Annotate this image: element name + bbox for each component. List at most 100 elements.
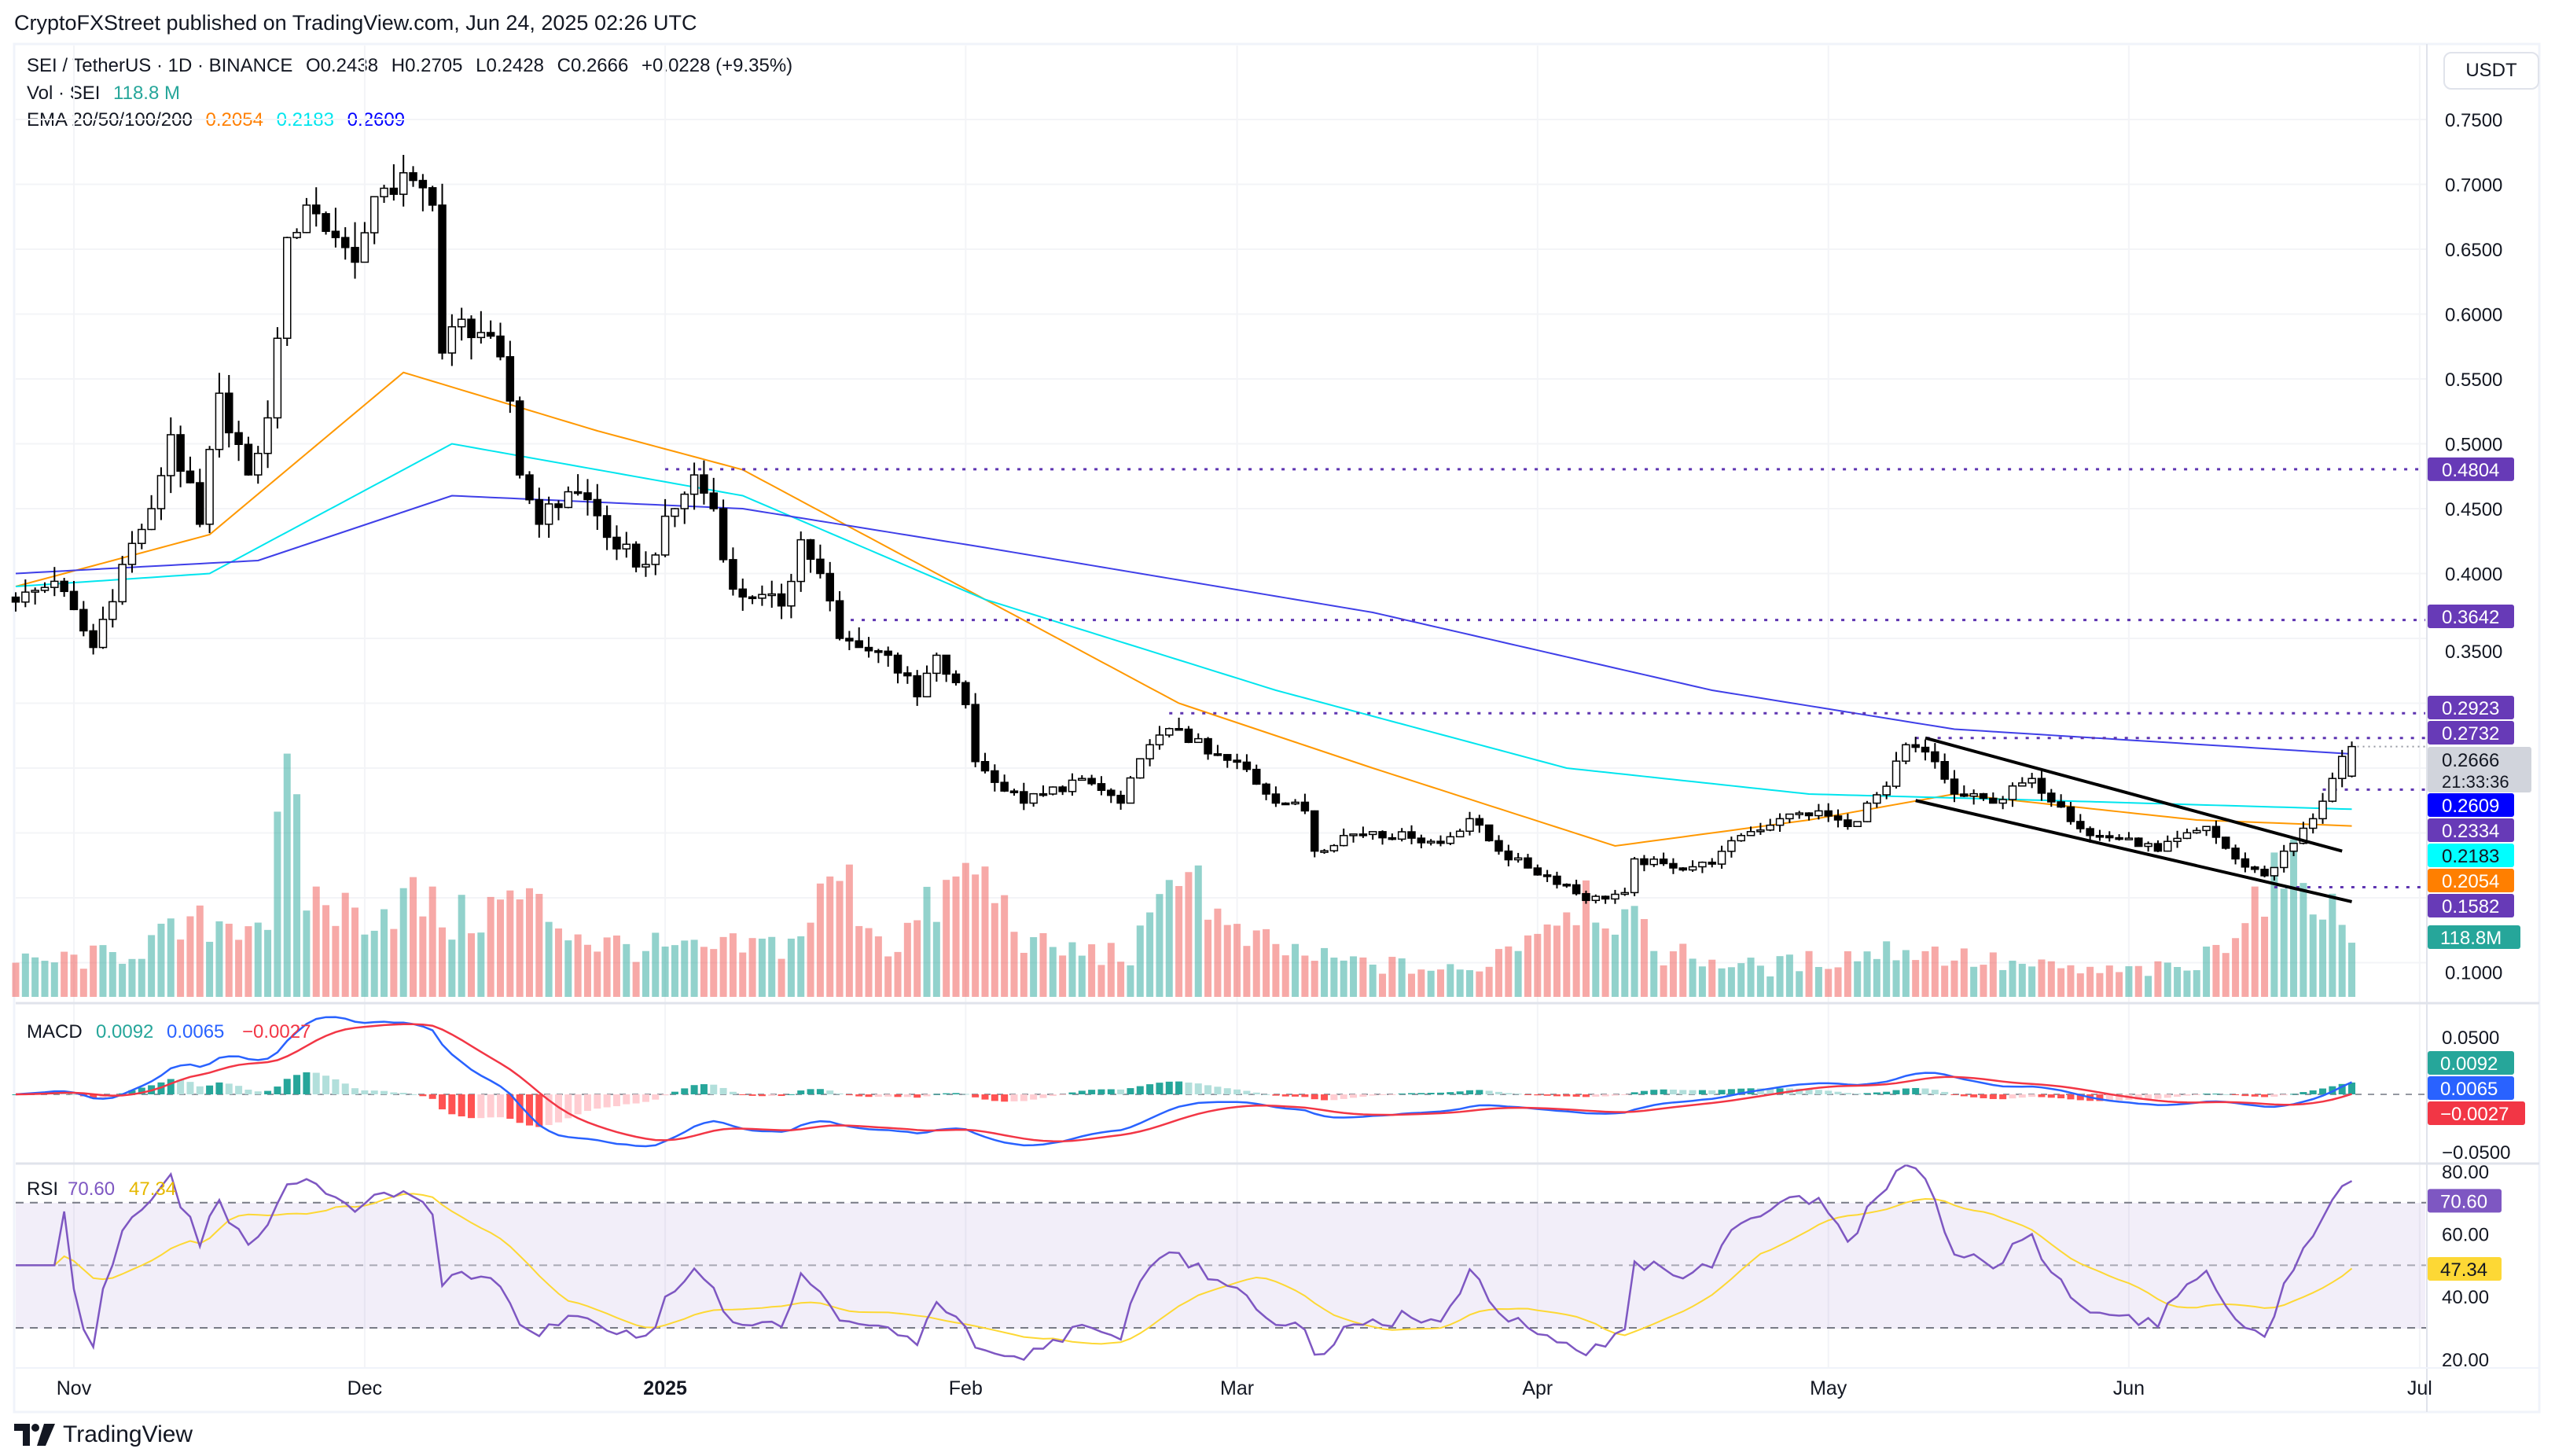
symbol-title[interactable]: SEI / TetherUS · 1D · BINANCE	[27, 55, 293, 76]
time-axis[interactable]: Nov Dec 2025 Feb Mar Apr May Jun Jul	[57, 1377, 2432, 1399]
macd-histogram-bar	[1233, 1089, 1241, 1094]
candle-up	[215, 392, 224, 450]
rsi-label[interactable]: RSI	[27, 1178, 58, 1200]
volume-bar	[303, 910, 311, 997]
candle-up	[1882, 785, 1891, 796]
candle-down	[11, 596, 20, 603]
candle-down	[2260, 869, 2269, 877]
candle-down	[1553, 875, 1561, 885]
candle-down	[2211, 825, 2221, 838]
price-label-bg	[2428, 696, 2514, 719]
price-axis[interactable]: 0.7500 0.7000 0.6500 0.6000 0.5500 0.5000 0.45…	[2428, 110, 2531, 1371]
descending-channel[interactable]	[1915, 736, 2352, 903]
candle-down	[1204, 737, 1212, 755]
candle-down	[1572, 884, 1581, 895]
volume-bar	[914, 920, 921, 997]
candle-up	[1145, 744, 1154, 759]
channel-trendline[interactable]	[1925, 736, 2343, 853]
macd-histogram-bar	[816, 1089, 824, 1094]
volume-bar	[787, 938, 795, 997]
macd-histogram-bar	[1281, 1094, 1289, 1097]
volume-bar	[652, 932, 660, 997]
candle-up	[796, 539, 805, 583]
candle-up	[282, 237, 292, 340]
volume-bar	[1223, 925, 1231, 997]
macd-histogram-bar	[2096, 1094, 2104, 1101]
macd-label-text: −0.0027	[2440, 1104, 2509, 1125]
currency-button[interactable]: USDT	[2443, 52, 2539, 90]
macd-histogram-bar	[1417, 1093, 1425, 1094]
candle-down	[1804, 812, 1814, 817]
price-label-text: 0.2732	[2442, 723, 2499, 745]
candle-up	[447, 325, 457, 354]
volume-bar	[2261, 917, 2269, 997]
candle-up	[1902, 744, 1910, 762]
candle-down	[709, 492, 719, 509]
candle-up	[1078, 778, 1086, 781]
volume-bar	[390, 928, 398, 997]
macd-histogram-bar	[1902, 1088, 1910, 1094]
macd-histogram-bar	[564, 1094, 572, 1119]
macd-histogram-bar	[1456, 1091, 1464, 1094]
volume-bar	[1572, 925, 1580, 997]
candle-down	[1358, 833, 1368, 836]
volume-bar	[661, 947, 669, 997]
candle-up	[1513, 857, 1523, 861]
grid	[16, 46, 2427, 1368]
candle-down	[1844, 819, 1852, 827]
volume-bar	[932, 921, 940, 997]
volume-bar	[293, 794, 301, 997]
macd-histogram-bar	[2057, 1094, 2065, 1099]
volume-legend: Vol · SEI 118.8 M	[27, 83, 188, 105]
macd-histogram-bar	[778, 1094, 785, 1097]
volume-bar	[874, 936, 882, 997]
price-tick-label: 0.4500	[2445, 499, 2502, 520]
candle-up	[922, 672, 932, 698]
volume-bar	[729, 933, 737, 997]
candle-down	[234, 432, 243, 445]
macd-histogram-bar	[583, 1094, 591, 1112]
candle-up	[156, 475, 166, 509]
candle-up	[205, 448, 214, 525]
volume-bar	[1863, 951, 1871, 997]
candle-up	[50, 580, 59, 588]
channel-trendline[interactable]	[1915, 799, 2352, 903]
volume-bar	[2338, 925, 2346, 997]
price-label: 0.2923	[2428, 696, 2514, 719]
price-label-text: 0.2609	[2442, 796, 2499, 817]
candle-down	[515, 400, 524, 476]
macd-histogram-bar	[1039, 1094, 1047, 1098]
volume-bar	[2038, 959, 2046, 997]
macd-histogram-bar	[2018, 1094, 2026, 1098]
macd-histogram-bar	[2270, 1094, 2278, 1097]
candle-down	[719, 508, 728, 561]
macd-histogram-bar	[2134, 1094, 2142, 1100]
macd-label-bg	[2428, 1076, 2514, 1100]
price-label: 0.2054	[2428, 869, 2514, 892]
volume-bar	[1107, 943, 1115, 997]
candle-down	[1678, 867, 1688, 871]
volume-bar	[1756, 965, 1764, 997]
volume-bar	[836, 881, 844, 997]
volume-legend-label[interactable]: Vol · SEI	[27, 83, 101, 104]
candle-down	[1931, 751, 1939, 763]
candles	[11, 154, 2356, 904]
volume-bar	[1941, 965, 1949, 997]
candle-down	[806, 539, 815, 561]
candle-up	[1717, 851, 1726, 865]
candle-up	[263, 417, 272, 454]
volume-bar	[1408, 973, 1416, 997]
volume-bar	[2300, 883, 2307, 997]
macd-label[interactable]: MACD	[27, 1021, 83, 1042]
macd-histogram-bar	[1960, 1094, 1968, 1097]
price-label-text: 0.2334	[2442, 821, 2499, 842]
candle-down	[980, 761, 990, 772]
volume-bar	[2222, 953, 2230, 997]
candle-up	[2163, 840, 2172, 852]
macd-histogram-bar	[1572, 1094, 1580, 1097]
tradingview-footer[interactable]: TradingView	[14, 1421, 193, 1448]
volume-bar	[1505, 946, 1513, 997]
horizontal-levels[interactable]	[665, 468, 2425, 888]
rsi-label-text: 47.34	[2440, 1259, 2487, 1281]
